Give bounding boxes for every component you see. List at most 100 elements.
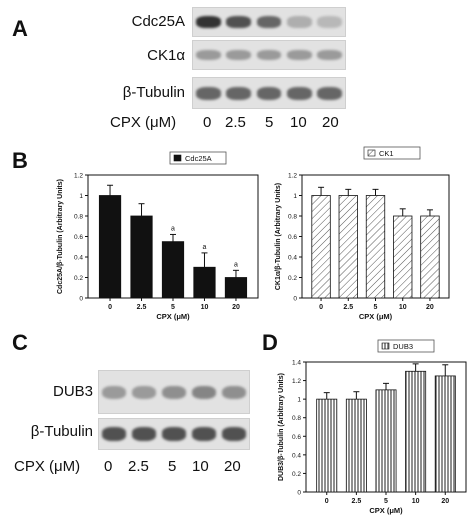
chart-dub3-xtick-label-4: 20: [441, 498, 449, 505]
band-a0-3: [286, 16, 312, 28]
chart-dub3-legend-box: [377, 339, 435, 353]
chart-dub3-legend-label: DUB3: [393, 342, 413, 351]
chart-cdc25a-annotation-2: a: [171, 225, 175, 232]
chart-cdc25a-xlabel: CPX (μM): [156, 312, 190, 321]
chart-cdc25a-bar-3: [193, 266, 216, 299]
band-a0-1: [226, 16, 252, 28]
chart-ck1-bar-0: [311, 195, 331, 299]
chart-cdc25a-ytick-label-2: 0.4: [74, 255, 83, 262]
blot-strip-ck1a: [192, 40, 346, 70]
blot-label-dub3: DUB3: [52, 383, 93, 400]
band-a0-0: [195, 16, 221, 28]
panel-a-letter: A: [12, 16, 28, 41]
chart-cdc25a-bar-1: [130, 215, 153, 299]
band-a0-2: [256, 16, 282, 28]
blot-strip-btubulin-c: [98, 418, 250, 450]
chart-ck1-xtick-label-3: 10: [399, 304, 407, 311]
chart-dub3-ytick-label-3: 0.6: [292, 434, 301, 441]
chart-cdc25a-legend-label: Cdc25A: [185, 154, 212, 163]
chart-dub3-xtick-label-0: 0: [325, 498, 329, 505]
panel-c-letter: C: [12, 330, 28, 355]
chart-ck1-ytick-label-4: 0.8: [288, 214, 297, 221]
chart-cdc25a-legend-box: [169, 151, 227, 165]
band-a2-2: [256, 87, 282, 100]
chart-dub3-bar-4: [434, 375, 456, 493]
band-a2-1: [226, 87, 252, 100]
panel-c-cpx-row: CPX (μM) 0 2.5 5 10 20: [0, 458, 260, 478]
chart-ck1-bar-1: [338, 195, 358, 299]
band-a1-0: [195, 49, 221, 61]
chart-ck1-bar-3: [393, 215, 413, 299]
blot-strip-cdc25a: [192, 7, 346, 37]
chart-cdc25a-xtick-label-4: 20: [232, 304, 240, 311]
chart-ck1-ytick-label-3: 0.6: [288, 234, 297, 241]
chart-dub3-ytick-label-1: 0.2: [292, 471, 301, 478]
chart-cdc25a-ylabel: Cdc25A/β-Tubulin (Arbitrary Units): [57, 179, 64, 294]
chart-ck1-xtick-label-4: 20: [426, 304, 434, 311]
chart-cdc25a-xtick-label-0: 0: [108, 304, 112, 311]
chart-cdc25a-ytick-label-5: 1: [79, 193, 83, 200]
chart-dub3-ytick-label-2: 0.4: [292, 452, 301, 459]
conc-c-1: 2.5: [128, 458, 149, 475]
band-a1-2: [256, 49, 282, 61]
cpx-label-a: CPX (μM): [110, 114, 177, 131]
band-a2-4: [317, 87, 343, 100]
chart-dub3-legend-swatch: [381, 342, 390, 350]
chart-ck1-bar-2: [365, 195, 386, 299]
chart-ck1-bar-4: [420, 215, 440, 299]
conc-a-4: 20: [322, 114, 339, 131]
conc-c-2: 5: [168, 458, 177, 475]
band-c1-4: [221, 427, 247, 441]
band-a0-4: [317, 16, 343, 28]
blot-label-btubulin-c: β-Tubulin: [30, 423, 93, 440]
chart-ck1-legend-swatch: [367, 149, 376, 157]
chart-cdc25a-xtick-label-2: 5: [171, 304, 175, 311]
blot-label-ck1a: CK1α: [147, 47, 185, 64]
blot-strip-btubulin-a: [192, 77, 346, 109]
band-c0-1: [131, 385, 157, 400]
chart-dub3-bar-3: [405, 370, 427, 493]
band-a1-4: [317, 49, 343, 61]
conc-c-3: 10: [192, 458, 209, 475]
panel-b-letter: B: [12, 148, 28, 173]
chart-cdc25a-ytick-label-4: 0.8: [74, 214, 83, 221]
chart-cdc25a-xtick-label-3: 10: [201, 304, 209, 311]
band-c1-3: [191, 427, 217, 441]
chart-dub3-ytick-label-4: 0.8: [292, 415, 301, 422]
conc-a-3: 10: [290, 114, 307, 131]
chart-cdc25a-ytick-label-3: 0.6: [74, 234, 83, 241]
chart-ck1-ytick-label-5: 1: [293, 193, 297, 200]
chart-ck1-legend-box: [363, 146, 421, 160]
band-c1-1: [131, 427, 157, 441]
chart-dub3-ytick-label-5: 1: [297, 397, 301, 404]
blot-label-btubulin-a: β-Tubulin: [122, 84, 185, 101]
chart-cdc25a-ytick-label-6: 1.2: [74, 173, 83, 180]
chart-cdc25a-bar-0: [98, 195, 122, 299]
band-c1-0: [101, 427, 127, 441]
chart-ck1-ylabel: CK1α/β-Tubulin (Arbitrary Units): [275, 183, 282, 290]
chart-ck1-xlabel: CPX (μM): [359, 312, 393, 321]
chart-cdc25a-bar-4: [224, 277, 248, 299]
chart-dub3-ytick-label-7: 1.4: [292, 360, 301, 367]
conc-a-2: 5: [265, 114, 274, 131]
chart-cdc25a-bar-2: [161, 241, 185, 299]
chart-ck1-xtick-label-0: 0: [319, 304, 323, 311]
chart-dub3-bar-2: [375, 389, 397, 493]
chart-cdc25a-annotation-4: a: [234, 261, 238, 268]
band-a2-3: [286, 87, 312, 100]
band-a1-3: [286, 49, 312, 61]
chart-dub3-xtick-label-1: 2.5: [352, 498, 362, 505]
chart-ck1-xtick-label-2: 5: [374, 304, 378, 311]
chart-dub3-xlabel: CPX (μM): [369, 506, 403, 515]
chart-dub3-ytick-label-6: 1.2: [292, 378, 301, 385]
conc-c-0: 0: [104, 458, 113, 475]
chart-ck1-ytick-label-0: 0: [293, 296, 297, 303]
conc-a-0: 0: [203, 114, 212, 131]
blot-label-cdc25a: Cdc25A: [131, 13, 185, 30]
chart-dub3-ylabel: DUB3/β-Tubulin (Arbitrary Units): [278, 373, 285, 481]
chart-cdc25a-ytick-label-1: 0.2: [74, 275, 83, 282]
chart-dub3-xtick-label-3: 10: [412, 498, 420, 505]
band-c0-3: [191, 385, 217, 400]
chart-ck1-ytick-label-2: 0.4: [288, 255, 297, 262]
